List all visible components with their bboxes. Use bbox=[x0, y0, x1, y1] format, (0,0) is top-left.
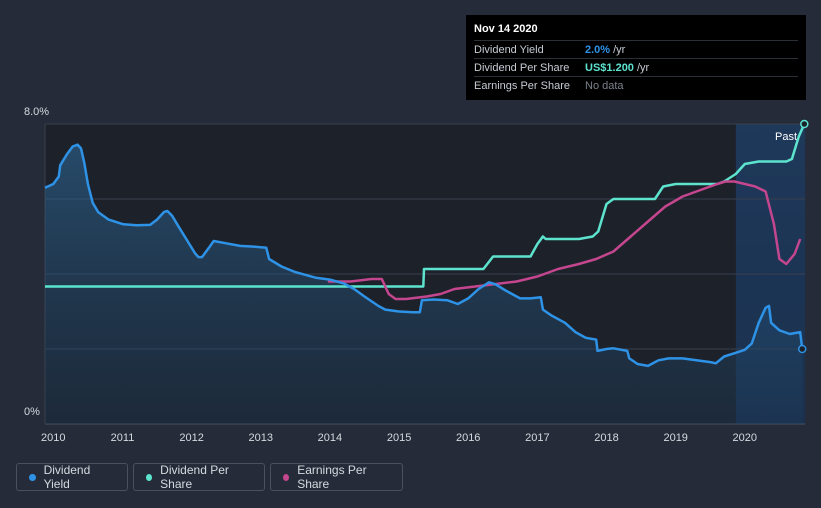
legend-item-dividend-yield[interactable]: Dividend Yield bbox=[16, 463, 128, 491]
tooltip-row-dividend-per-share: Dividend Per Share US$1.200 /yr bbox=[474, 58, 798, 76]
x-tick-label: 2018 bbox=[594, 432, 618, 444]
tooltip-panel: Nov 14 2020 Dividend Yield 2.0% /yr Divi… bbox=[466, 15, 806, 100]
x-tick-label: 2011 bbox=[111, 432, 135, 444]
dividend-yield-area bbox=[45, 144, 803, 424]
tooltip-label: Dividend Yield bbox=[474, 43, 544, 56]
legend-label: Dividend Per Share bbox=[160, 463, 229, 491]
x-tick-label: 2020 bbox=[733, 432, 757, 444]
earnings-per-share-line[interactable] bbox=[327, 180, 802, 301]
tooltip-unit: /yr bbox=[613, 43, 626, 56]
x-tick-label: 2010 bbox=[41, 432, 65, 444]
dividend-per-share-line[interactable] bbox=[45, 123, 806, 288]
tooltip-label: Dividend Per Share bbox=[474, 61, 570, 74]
tooltip-unit: /yr bbox=[636, 61, 650, 74]
x-tick-label: 2012 bbox=[179, 432, 203, 444]
x-tick-label: 2017 bbox=[525, 432, 549, 444]
legend-item-dividend-per-share[interactable]: Dividend Per Share bbox=[133, 463, 265, 491]
dividend-yield-line[interactable] bbox=[44, 143, 804, 368]
tooltip-label: Earnings Per Share bbox=[474, 79, 570, 92]
tooltip-row-earnings-per-share: Earnings Per Share No data bbox=[474, 76, 798, 94]
x-tick-label: 2015 bbox=[387, 432, 411, 444]
legend-label: Earnings Per Share bbox=[297, 463, 367, 491]
legend-item-earnings-per-share[interactable]: Earnings Per Share bbox=[270, 463, 403, 491]
dividend-yield-end-marker[interactable] bbox=[797, 344, 807, 354]
x-tick-label: 2013 bbox=[249, 432, 273, 444]
past-label: Past bbox=[775, 131, 797, 143]
y-tick-label-bottom: 0% bbox=[24, 406, 40, 418]
legend-dot-icon bbox=[283, 473, 290, 481]
tooltip-value-earnings-per-share: No data bbox=[585, 79, 624, 92]
legend-dot-icon bbox=[29, 473, 36, 481]
tooltip-value-dividend-per-share: US$1.200 bbox=[585, 61, 634, 74]
tooltip-date: Nov 14 2020 bbox=[474, 23, 538, 35]
x-tick-label: 2014 bbox=[318, 432, 342, 444]
legend-label: Dividend Yield bbox=[43, 463, 91, 491]
y-tick-label-top: 8.0% bbox=[24, 106, 49, 118]
tooltip-row-dividend-yield: Dividend Yield 2.0% /yr bbox=[474, 40, 798, 58]
x-tick-label: 2016 bbox=[456, 432, 480, 444]
legend-dot-icon bbox=[146, 473, 153, 481]
x-tick-label: 2019 bbox=[663, 432, 687, 444]
dividend-per-share-end-marker[interactable] bbox=[800, 119, 809, 129]
tooltip-value-dividend-yield: 2.0% bbox=[585, 43, 611, 56]
